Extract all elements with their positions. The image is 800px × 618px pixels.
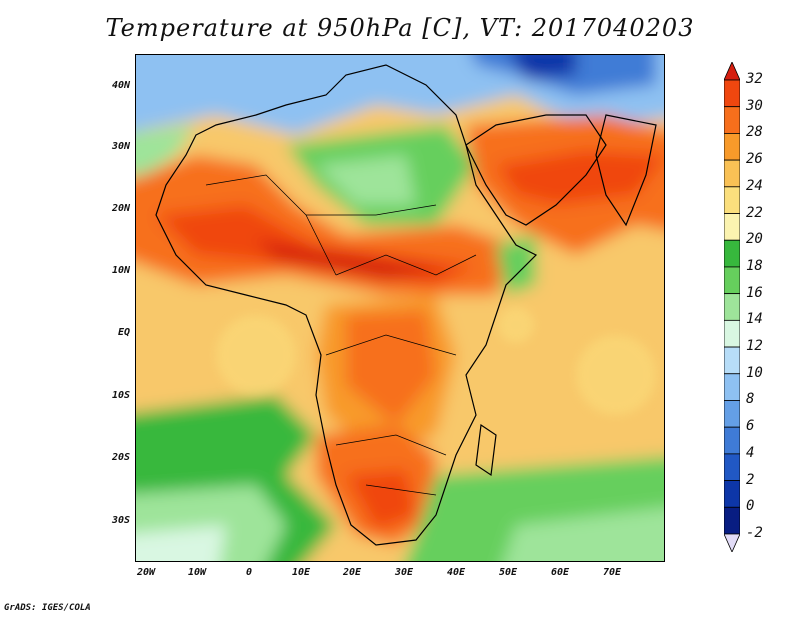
colorbar-label: 14 — [746, 311, 763, 328]
colorbar-segment — [724, 319, 740, 348]
coastlines — [155, 64, 657, 546]
colorbar-segment — [724, 159, 740, 188]
colorbar-segment — [724, 106, 740, 134]
colorbar-label: 26 — [746, 151, 763, 168]
map-overlays — [216, 307, 656, 415]
colorbar-segment — [724, 506, 740, 535]
temperature-map — [135, 54, 665, 562]
colorbar-segment — [724, 186, 740, 214]
colorbar-segment — [724, 453, 740, 481]
lon-label-0: 0 — [245, 567, 253, 578]
lon-label-20w: 20W — [136, 567, 156, 578]
lat-label-10n: 10N — [111, 265, 130, 276]
colorbar-segment — [724, 79, 740, 108]
colorbar-label: 6 — [746, 418, 755, 435]
colorbar-label: 8 — [746, 391, 755, 408]
country-borders — [205, 174, 477, 496]
colorbar-label: 2 — [746, 471, 755, 488]
colorbar-label: 30 — [746, 97, 763, 114]
lon-label-70e: 70E — [602, 567, 622, 578]
lon-label-10w: 10W — [187, 567, 207, 578]
lon-label-30e: 30E — [394, 567, 414, 578]
colorbar-label: 16 — [746, 284, 763, 301]
lat-label-20n: 20N — [111, 203, 130, 214]
colorbar-label: -2 — [746, 525, 763, 541]
colorbar — [724, 62, 740, 552]
lat-label-10s: 10S — [111, 390, 130, 401]
lon-label-20e: 20E — [342, 567, 362, 578]
colorbar-segment — [724, 373, 740, 401]
colorbar-segment — [724, 480, 740, 508]
colorbar-top-arrow — [724, 62, 740, 81]
colorbar-label: 18 — [746, 257, 763, 274]
colorbar-label: 12 — [746, 338, 763, 355]
lat-label-30s: 30S — [111, 515, 130, 526]
colorbar-segment — [724, 293, 740, 321]
colorbar-segment — [724, 266, 740, 295]
lat-label-40n: 40N — [111, 80, 130, 91]
colorbar-label: 22 — [746, 204, 763, 221]
colorbar-label: 28 — [746, 124, 763, 141]
lat-label-20s: 20S — [111, 452, 130, 463]
lon-label-10e: 10E — [291, 567, 311, 578]
colorbar-label: 24 — [746, 177, 763, 194]
credit-label: GrADS: IGES/COLA — [4, 603, 91, 613]
colorbar-label: 4 — [746, 444, 755, 461]
colorbar-bottom-arrow — [724, 533, 740, 552]
lon-label-60e: 60E — [550, 567, 570, 578]
colorbar-label: 32 — [746, 71, 763, 87]
colorbar-label: 20 — [746, 231, 763, 248]
colorbar-segment — [724, 239, 740, 268]
colorbar-segment — [724, 346, 740, 375]
colorbar-segment — [724, 426, 740, 455]
colorbar-segment — [724, 400, 740, 428]
colorbar-label: 10 — [746, 364, 763, 381]
colorbar-segment — [724, 133, 740, 161]
lat-label-30n: 30N — [111, 141, 130, 152]
chart-title: Temperature at 950hPa [C], VT: 201704020… — [105, 14, 695, 42]
temperature-field — [136, 55, 664, 561]
lon-label-40e: 40E — [446, 567, 466, 578]
lon-label-50e: 50E — [498, 567, 518, 578]
colorbar-label: 0 — [746, 498, 755, 515]
colorbar-segment — [724, 213, 740, 241]
lat-label-eq: EQ — [117, 327, 130, 338]
